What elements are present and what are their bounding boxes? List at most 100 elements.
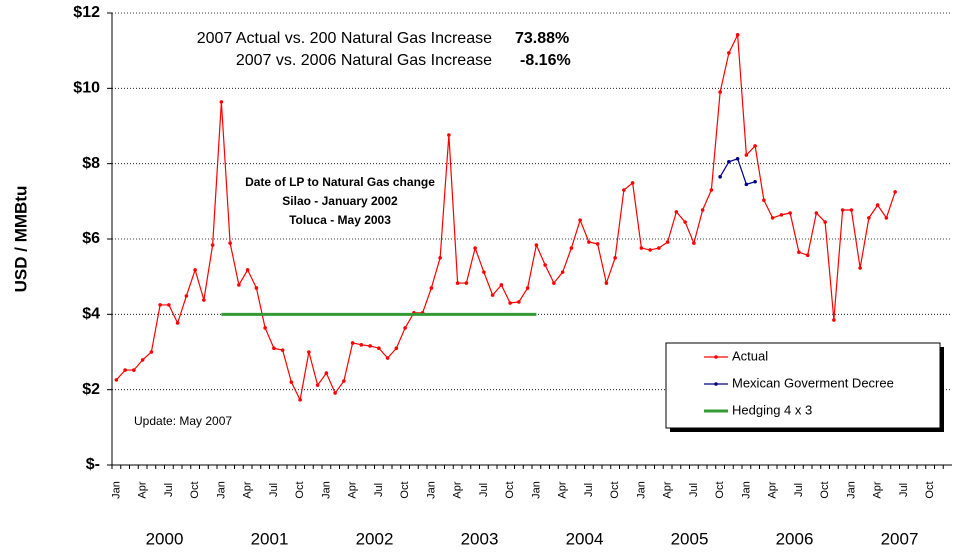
year-label: 2007: [881, 529, 919, 548]
series-marker: [464, 281, 469, 285]
series-marker: [875, 203, 880, 207]
series-marker: [350, 341, 355, 345]
legend-swatch-marker: [714, 355, 718, 359]
series-marker: [762, 198, 766, 203]
y-tick-label: $4: [82, 306, 100, 323]
series-marker: [753, 179, 757, 184]
series-marker: [639, 246, 644, 250]
x-tick-label: Oct: [819, 481, 831, 498]
series-marker: [665, 240, 670, 244]
series-marker: [167, 303, 171, 307]
series-marker: [307, 350, 311, 354]
series-marker: [718, 175, 722, 179]
y-tick-label: $10: [73, 80, 100, 97]
series-marker: [149, 350, 154, 354]
stat-label: 2007 Actual vs. 200 Natural Gas Increase: [197, 30, 492, 47]
x-tick-label: Apr: [872, 481, 884, 498]
series-marker: [727, 159, 731, 164]
series-marker: [735, 33, 740, 37]
y-tick-label: $12: [73, 4, 100, 21]
series-marker: [473, 246, 477, 250]
series-marker: [525, 286, 530, 290]
x-tick-label: Oct: [504, 481, 516, 498]
y-tick-label: $6: [82, 230, 100, 247]
series-marker: [832, 318, 836, 322]
x-tick-label: Oct: [924, 481, 936, 498]
series-marker: [569, 246, 574, 250]
year-label: 2001: [251, 529, 289, 548]
series-marker: [814, 211, 819, 215]
x-tick-label: Apr: [452, 481, 464, 498]
year-label: 2005: [671, 529, 709, 548]
series-marker: [342, 379, 346, 383]
series-marker: [744, 153, 749, 157]
x-tick-label: Apr: [557, 481, 569, 498]
series-marker: [263, 326, 267, 330]
series-marker: [613, 256, 617, 260]
series-marker: [622, 188, 626, 192]
series-marker: [175, 321, 180, 325]
series-marker: [648, 248, 652, 252]
series-marker: [280, 348, 285, 352]
note: Silao - January 2002: [282, 194, 398, 208]
update-note: Update: May 2007: [134, 414, 232, 428]
year-label: 2004: [566, 529, 604, 548]
y-tick-label: $-: [86, 456, 100, 473]
note: Date of LP to Natural Gas change: [245, 175, 435, 189]
series-marker: [805, 253, 810, 257]
stat-value: 73.88%: [515, 30, 569, 47]
series-marker: [158, 303, 162, 307]
x-tick-label: Jan: [530, 481, 542, 499]
series-marker: [604, 281, 609, 285]
series-marker: [455, 281, 460, 285]
x-tick-label: Oct: [189, 481, 201, 498]
x-tick-label: Jan: [110, 481, 122, 499]
legend-swatch-marker: [714, 382, 718, 386]
x-tick-label: Jul: [688, 483, 700, 497]
series-marker: [508, 301, 512, 305]
x-tick-label: Oct: [399, 481, 411, 498]
series-marker: [385, 356, 390, 360]
series-marker: [630, 181, 635, 185]
x-tick-label: Jan: [740, 481, 752, 499]
series-marker: [184, 294, 189, 298]
series-marker: [254, 286, 259, 290]
series-marker: [333, 391, 337, 395]
series-marker: [587, 240, 591, 244]
x-tick-label: Oct: [714, 481, 726, 498]
series-marker: [517, 300, 521, 304]
series-marker: [210, 243, 215, 247]
series-marker: [692, 241, 696, 245]
x-tick-label: Jul: [373, 483, 385, 497]
series-marker: [858, 266, 862, 270]
series-marker: [779, 213, 784, 217]
series-marker: [797, 250, 801, 254]
y-tick-label: $8: [82, 155, 100, 172]
legend-label: Actual: [732, 348, 768, 363]
series-marker: [482, 270, 486, 274]
year-label: 2002: [356, 529, 394, 548]
series-marker: [368, 344, 372, 348]
series-marker: [744, 182, 749, 187]
legend-label: Hedging 4 x 3: [732, 402, 812, 417]
series-marker: [727, 51, 731, 55]
series-marker: [552, 281, 556, 285]
series-marker: [298, 398, 302, 402]
series-marker: [735, 156, 740, 161]
x-tick-label: Apr: [347, 481, 359, 498]
series-marker: [245, 268, 250, 272]
series-marker: [193, 268, 197, 272]
series-marker: [840, 208, 845, 212]
series-marker: [683, 220, 687, 224]
series-marker: [560, 270, 565, 274]
series-marker: [657, 246, 661, 250]
series-marker: [718, 90, 722, 94]
x-tick-label: Jan: [320, 481, 332, 499]
series-marker: [578, 218, 582, 222]
series-marker: [534, 243, 539, 247]
series-marker: [753, 144, 757, 148]
series-marker: [315, 383, 320, 387]
x-tick-label: Jul: [793, 483, 805, 497]
y-tick-label: $2: [82, 381, 100, 398]
